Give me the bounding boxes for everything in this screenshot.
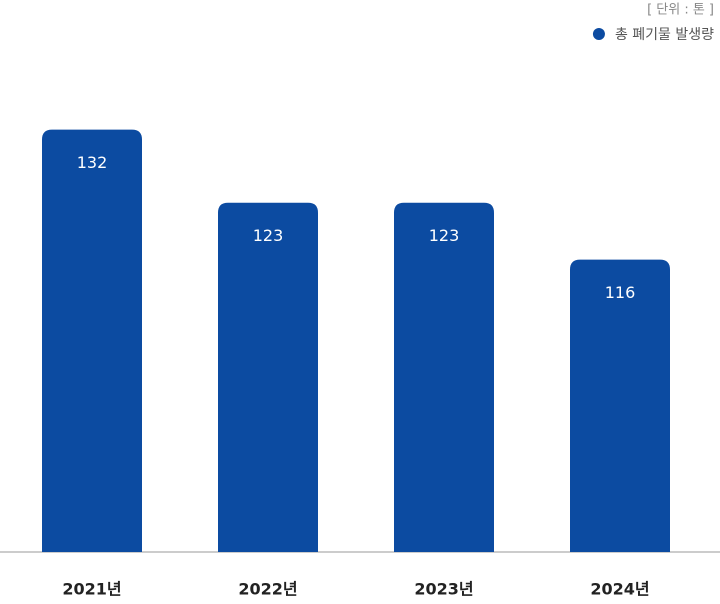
- bar: [570, 259, 670, 552]
- x-tick-label: 2021년: [62, 580, 121, 599]
- legend-marker: [592, 28, 605, 40]
- x-tick-label: 2023년: [414, 580, 473, 599]
- value-label: 123: [253, 226, 284, 245]
- value-label: 132: [77, 153, 108, 172]
- x-tick-label: 2022년: [238, 580, 297, 599]
- bar: [42, 129, 142, 553]
- value-label: 116: [605, 283, 636, 302]
- bar: [218, 202, 318, 552]
- unit-note: [ 단위 : 톤 ]: [647, 3, 714, 18]
- bar: [394, 202, 494, 552]
- x-tick-label: 2024년: [590, 580, 649, 599]
- legend-label: 총 폐기물 발생량: [615, 27, 714, 43]
- value-label: 123: [429, 226, 460, 245]
